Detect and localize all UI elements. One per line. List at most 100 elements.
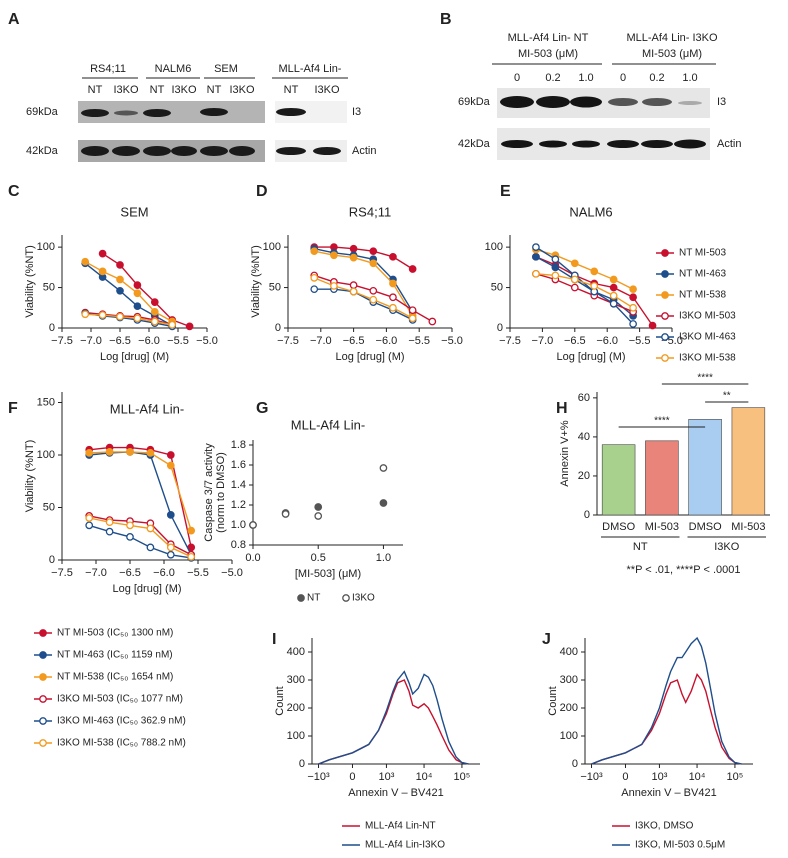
legend-label: I3KO MI-463 bbox=[679, 332, 736, 343]
data-point bbox=[133, 314, 142, 323]
data-point bbox=[609, 283, 618, 292]
y-tick-label: 1.4 bbox=[231, 479, 246, 491]
y-tick-label: 100 bbox=[263, 241, 281, 253]
y-tick-label: 0 bbox=[275, 322, 281, 334]
x-tick-label: −7.5 bbox=[51, 567, 73, 579]
data-point bbox=[310, 274, 319, 282]
data-point bbox=[310, 285, 319, 294]
data-point bbox=[349, 281, 358, 289]
chart-title: SEM bbox=[120, 204, 148, 219]
x-tick-label: −10³ bbox=[307, 771, 330, 783]
data-point bbox=[648, 321, 657, 330]
series-line bbox=[314, 246, 413, 270]
panel-label: H bbox=[556, 400, 568, 417]
legend-label: I3KO MI-538 bbox=[679, 353, 736, 364]
x-tick-label: −7.5 bbox=[277, 335, 299, 347]
x-axis-label: [MI-503] (μM) bbox=[295, 568, 361, 580]
group-label: I3KO bbox=[714, 541, 740, 553]
legend-marker bbox=[39, 673, 47, 681]
data-point bbox=[187, 552, 196, 561]
y-tick-label: 0.8 bbox=[231, 539, 246, 551]
chart-title: RS4;11 bbox=[349, 204, 391, 219]
band bbox=[81, 146, 109, 156]
x-tick-label: −5.5 bbox=[629, 335, 651, 347]
band bbox=[641, 140, 673, 148]
x-tick-label: −6.5 bbox=[343, 335, 365, 347]
panel-label: I bbox=[272, 631, 276, 648]
legend-label: MLL-Af4 Lin-I3KO bbox=[365, 840, 445, 851]
data-point bbox=[551, 255, 560, 264]
legend-label: I3KO MI-463 (IC₅₀ 362.9 nM) bbox=[57, 716, 186, 727]
band bbox=[607, 140, 639, 148]
x-tick-label: DMSO bbox=[602, 521, 635, 533]
lane-label: NT bbox=[150, 84, 165, 96]
legend-marker bbox=[661, 333, 669, 341]
lane-label: 0 bbox=[620, 72, 626, 84]
data-point bbox=[379, 499, 388, 507]
data-point bbox=[609, 299, 618, 308]
y-tick-label: 50 bbox=[43, 281, 55, 293]
x-tick-label: −7.5 bbox=[499, 335, 521, 347]
significance-label: ** bbox=[723, 391, 731, 402]
x-tick-label: MI-503 bbox=[645, 521, 679, 533]
lane-label: 0.2 bbox=[545, 72, 560, 84]
legend-marker bbox=[661, 270, 669, 278]
y-tick-label: 60 bbox=[578, 392, 590, 404]
data-point bbox=[146, 543, 155, 552]
legend-label: NT bbox=[307, 593, 320, 604]
legend-label: I3KO, DMSO bbox=[635, 821, 694, 832]
band bbox=[570, 96, 602, 108]
x-tick-label: 10⁵ bbox=[727, 771, 744, 783]
blot-strip bbox=[275, 140, 347, 162]
protein-label: I3 bbox=[352, 106, 361, 118]
x-tick-label: 0.0 bbox=[245, 552, 260, 564]
data-point bbox=[310, 247, 319, 256]
x-tick-label: −5.5 bbox=[167, 335, 189, 347]
legend-label: NT MI-503 (IC₅₀ 1300 nM) bbox=[57, 628, 173, 639]
data-point bbox=[85, 449, 94, 457]
y-tick-label: 100 bbox=[287, 730, 305, 742]
blot-bands bbox=[500, 96, 706, 149]
group-label: NT bbox=[633, 541, 648, 553]
band bbox=[81, 109, 109, 117]
legend-label: I3KO bbox=[352, 593, 375, 604]
x-tick-label: −6.5 bbox=[109, 335, 131, 347]
x-tick-label: −7.0 bbox=[85, 567, 107, 579]
legend-label: NT MI-463 bbox=[679, 269, 726, 280]
data-point bbox=[105, 527, 114, 536]
x-tick-label: −5.0 bbox=[221, 567, 243, 579]
x-axis-label: Log [drug] (M) bbox=[112, 583, 181, 595]
data-point bbox=[85, 521, 94, 530]
data-point bbox=[166, 543, 175, 552]
lane-label: 1.0 bbox=[682, 72, 697, 84]
bar bbox=[601, 444, 636, 516]
data-point bbox=[330, 251, 338, 260]
legend-marker bbox=[39, 629, 47, 637]
band bbox=[678, 101, 702, 105]
data-point bbox=[98, 249, 107, 258]
y-tick-label: 300 bbox=[560, 674, 578, 686]
legend-marker bbox=[342, 594, 350, 602]
band bbox=[500, 96, 534, 108]
band bbox=[276, 147, 306, 155]
data-point bbox=[369, 286, 378, 295]
x-tick-label: −6.0 bbox=[376, 335, 398, 347]
data-point bbox=[408, 265, 417, 273]
data-point bbox=[532, 269, 540, 278]
lane-label: I3KO bbox=[171, 84, 197, 96]
band bbox=[608, 98, 638, 106]
group-unit: MI-503 (μM) bbox=[642, 48, 702, 60]
data-point bbox=[389, 279, 397, 288]
y-axis-label: (norm to DMSO) bbox=[215, 452, 227, 533]
x-tick-label: −6.0 bbox=[153, 567, 175, 579]
legend-marker bbox=[39, 651, 47, 659]
x-axis-label: Annexin V – BV421 bbox=[348, 787, 443, 799]
blot-strip bbox=[78, 101, 265, 123]
data-point bbox=[166, 451, 175, 459]
data-point bbox=[570, 275, 579, 284]
x-tick-label: 1.0 bbox=[376, 552, 391, 564]
y-tick-label: 200 bbox=[560, 702, 578, 714]
lane-label: 0 bbox=[514, 72, 520, 84]
legend-label: NT MI-463 (IC₅₀ 1159 nM) bbox=[57, 650, 173, 661]
